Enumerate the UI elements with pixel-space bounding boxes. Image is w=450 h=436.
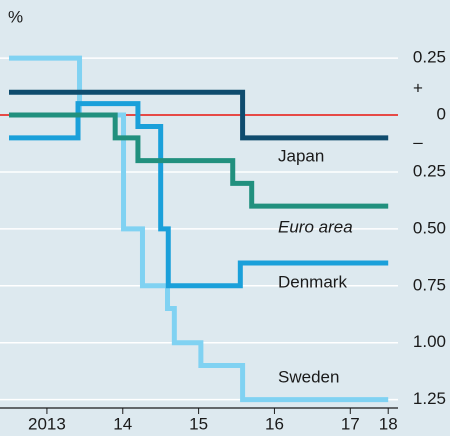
step-line bbox=[9, 101, 389, 289]
y-tick-label: 0.75 bbox=[413, 275, 446, 294]
y-tick-label: 1.25 bbox=[413, 389, 446, 408]
series-label: Sweden bbox=[278, 367, 339, 386]
step-line bbox=[9, 89, 389, 141]
x-tick-label: 15 bbox=[189, 414, 208, 433]
plus-sign: + bbox=[413, 78, 423, 97]
series-label: Japan bbox=[278, 146, 324, 165]
x-tick-label: 2013 bbox=[28, 414, 66, 433]
y-tick-label: 1.00 bbox=[413, 332, 446, 351]
x-tick-label: 16 bbox=[265, 414, 284, 433]
series-label: Euro area bbox=[278, 217, 353, 236]
x-tick-label: 14 bbox=[113, 414, 132, 433]
minus-sign: – bbox=[413, 132, 423, 151]
y-tick-label: 0.25 bbox=[413, 161, 446, 180]
step-line bbox=[9, 112, 389, 209]
series-label: Denmark bbox=[278, 272, 347, 291]
y-tick-label: 0.50 bbox=[413, 218, 446, 237]
y-tick-label: 0.25 bbox=[413, 48, 446, 67]
x-tick-label: 17 bbox=[341, 414, 360, 433]
unit-label: % bbox=[8, 7, 23, 26]
y-tick-label: 0 bbox=[437, 105, 446, 124]
x-tick-label: 18 bbox=[379, 414, 398, 433]
